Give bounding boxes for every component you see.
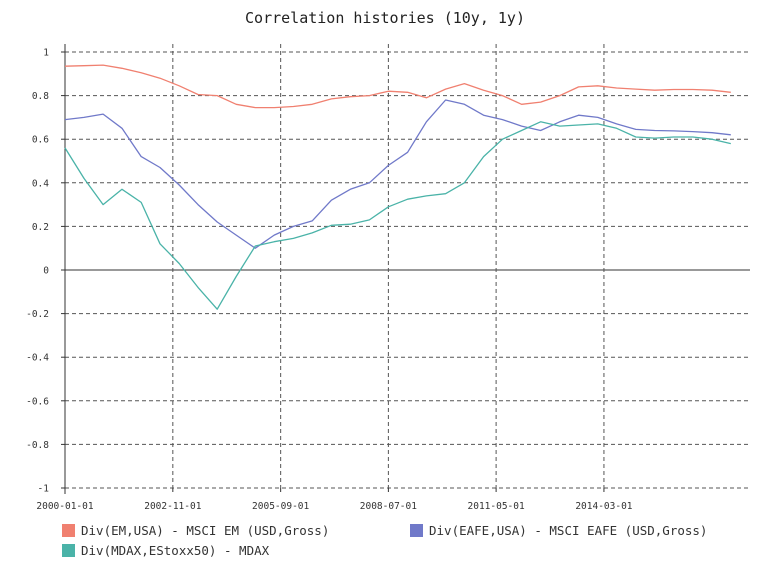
y-tick-label: 0.2 xyxy=(32,222,49,233)
y-tick-label: -0.6 xyxy=(26,396,49,407)
x-tick-label: 2002-11-01 xyxy=(144,501,201,512)
legend-label: Div(EM,USA) - MSCI EM (USD,Gross) xyxy=(81,523,330,538)
grid-lines xyxy=(65,44,750,489)
x-tick-label: 2014-03-01 xyxy=(575,501,632,512)
y-tick-label: 0 xyxy=(43,266,49,277)
y-tick-label: 1 xyxy=(43,48,49,59)
x-tick-label: 2008-07-01 xyxy=(360,501,417,512)
legend-swatch xyxy=(62,524,75,537)
axes xyxy=(61,44,605,494)
series-line-2 xyxy=(64,121,731,310)
y-tick-label: -1 xyxy=(38,484,50,495)
y-tick-label: 0.4 xyxy=(32,178,49,189)
y-tick-label: -0.4 xyxy=(26,353,49,364)
y-tick-label: 0.8 xyxy=(32,91,49,102)
legend-item-mdax-estoxx50: Div(MDAX,EStoxx50) - MDAX xyxy=(62,543,269,558)
x-tick-label: 2000-01-01 xyxy=(36,501,93,512)
series-lines xyxy=(64,64,731,310)
series-line-0 xyxy=(64,64,731,109)
x-tick-label: 2011-05-01 xyxy=(468,501,525,512)
legend-label: Div(EAFE,USA) - MSCI EAFE (USD,Gross) xyxy=(429,523,708,538)
chart-title: Correlation histories (10y, 1y) xyxy=(245,9,525,27)
y-tick-labels: 1 0.8 0.6 0.4 0.2 0 -0.2 -0.4 -0.6 -0.8 -1 xyxy=(26,48,49,495)
legend-item-em-usa: Div(EM,USA) - MSCI EM (USD,Gross) xyxy=(62,523,329,538)
legend-item-eafe-usa: Div(EAFE,USA) - MSCI EAFE (USD,Gross) xyxy=(410,523,707,538)
legend-swatch xyxy=(410,524,423,537)
legend-label: Div(MDAX,EStoxx50) - MDAX xyxy=(81,543,270,558)
x-tick-label: 2005-09-01 xyxy=(252,501,309,512)
y-tick-label: 0.6 xyxy=(32,135,49,146)
y-tick-label: -0.2 xyxy=(26,309,49,320)
legend-swatch xyxy=(62,544,75,557)
x-tick-labels: 2000-01-01 2002-11-01 2005-09-01 2008-07-01… xyxy=(36,501,632,512)
series-line-1 xyxy=(64,99,731,249)
y-tick-label: -0.8 xyxy=(26,440,49,451)
